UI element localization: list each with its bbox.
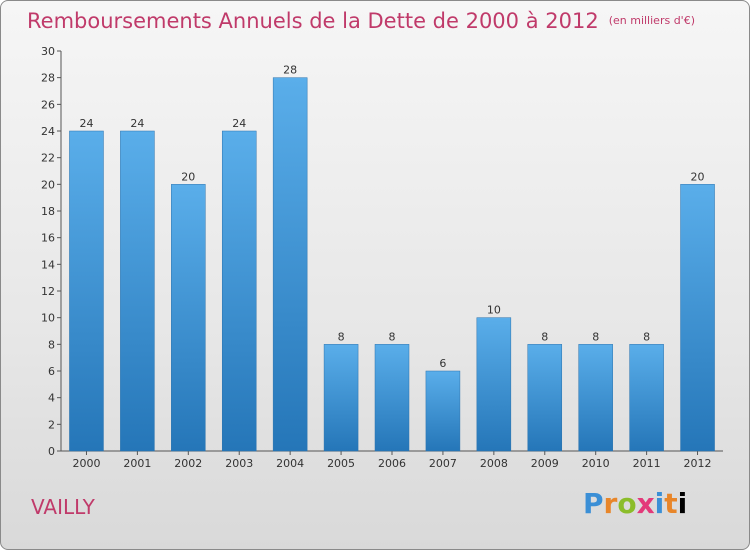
x-tick-label: 2007 [429,457,457,470]
bar-value-label: 8 [338,330,345,343]
bar-value-label: 24 [232,117,246,130]
y-tick-label: 12 [41,285,55,298]
bar [476,317,512,452]
bar-value-label: 8 [389,330,396,343]
bar [69,130,104,452]
bar-value-label: 8 [643,330,650,343]
chart-title: Remboursements Annuels de la Dette de 20… [27,9,695,33]
bar-value-label: 24 [79,117,93,130]
bar [374,344,410,452]
bar-value-label: 20 [691,170,705,183]
y-tick-label: 30 [41,45,55,58]
y-tick-label: 2 [48,418,55,431]
x-tick-label: 2011 [633,457,661,470]
x-tick-label: 2002 [174,457,202,470]
x-tick-label: 2003 [225,457,253,470]
bar-value-label: 28 [283,64,297,77]
bar-value-label: 8 [541,330,548,343]
x-tick-label: 2010 [582,457,610,470]
bar [221,130,257,452]
y-tick-label: 20 [41,178,55,191]
x-tick-label: 2001 [123,457,151,470]
y-tick-label: 6 [48,365,55,378]
bar-value-label: 8 [592,330,599,343]
y-tick-label: 14 [41,258,55,271]
bar [120,130,155,452]
bar-value-label: 20 [181,170,195,183]
y-tick-label: 28 [41,72,55,85]
bar-value-label: 10 [487,304,501,317]
y-tick-label: 24 [41,125,55,138]
y-tick-label: 4 [48,392,55,405]
y-tick-label: 10 [41,312,55,325]
unit-label: (en milliers d'€) [608,14,695,27]
bar [171,184,206,452]
bar [680,184,715,452]
bar [272,77,308,452]
bar [527,344,563,452]
x-tick-label: 2004 [276,457,304,470]
bar [629,344,664,452]
x-tick-label: 2009 [531,457,559,470]
bar [578,344,613,452]
x-tick-label: 2000 [72,457,100,470]
y-tick-label: 16 [41,232,55,245]
y-tick-label: 26 [41,98,55,111]
bar [425,370,461,452]
title-text: Remboursements Annuels de la Dette de 20… [27,9,599,33]
y-tick-label: 18 [41,205,55,218]
bar-value-label: 6 [439,357,446,370]
x-tick-label: 2006 [378,457,406,470]
bar-value-label: 24 [130,117,144,130]
x-tick-label: 2005 [327,457,355,470]
bars: 24 24 20 24 28 8 8 6 10 8 8 8 20 [69,64,715,452]
bar [323,344,359,452]
proxiti-logo: Proxiti [583,487,688,520]
x-tick-label: 2008 [480,457,508,470]
y-tick-label: 0 [48,445,55,458]
y-tick-label: 8 [48,338,55,351]
commune-name: VAILLY [31,495,95,519]
x-tick-label: 2012 [684,457,712,470]
y-tick-label: 22 [41,152,55,165]
